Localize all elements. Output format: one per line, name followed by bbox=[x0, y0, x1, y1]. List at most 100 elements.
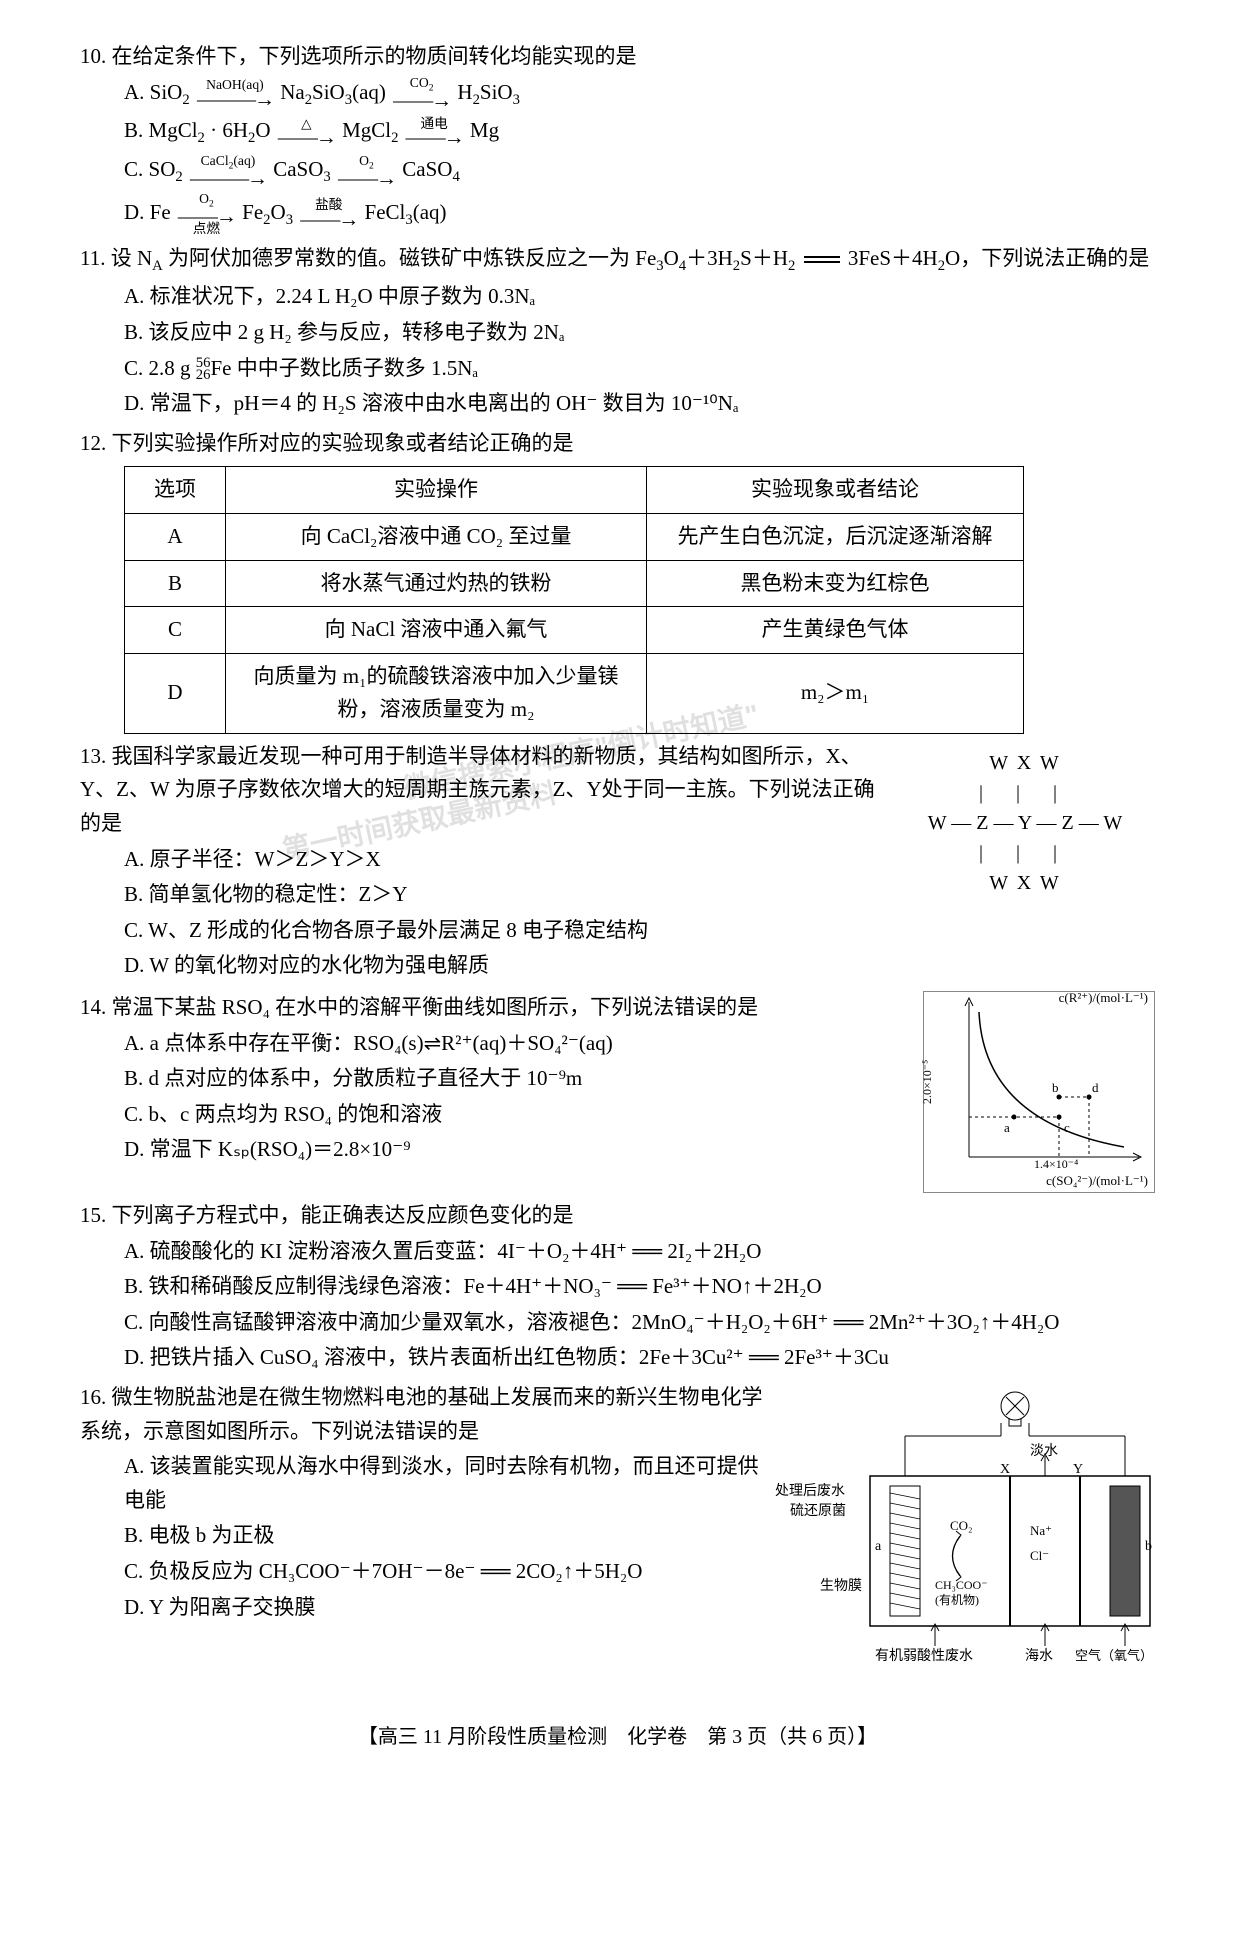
page-footer: 【高三 11 月阶段性质量检测 化学卷 第 3 页（共 6 页）】 bbox=[80, 1721, 1155, 1753]
label: A. bbox=[124, 80, 150, 104]
label: B. bbox=[124, 118, 149, 142]
label: C. bbox=[124, 157, 149, 181]
arrow1: NaOH(aq) ———→ bbox=[197, 78, 273, 110]
eq-arrow bbox=[804, 256, 840, 263]
lbl-x: X bbox=[1000, 1459, 1010, 1481]
lbl-organic: (有机物) bbox=[935, 1591, 979, 1610]
q15-D: D. 把铁片插入 CuSO₄ 溶液中，铁片表面析出红色物质：2Fe＋3Cu²⁺ … bbox=[124, 1341, 1155, 1375]
q13-stem: 我国科学家最近发现一种可用于制造半导体材料的新物质，其结构如图所示，X、Y、Z、… bbox=[80, 744, 875, 835]
q13-text: 13. 我国科学家最近发现一种可用于制造半导体材料的新物质，其结构如图所示，X、… bbox=[80, 740, 879, 985]
fig-row: | | | bbox=[895, 778, 1155, 808]
q11: 11. 设 NA 为阿伏加德罗常数的值。磁铁矿中炼铁反应之一为 Fe3O4＋3H… bbox=[80, 242, 1155, 421]
lbl-cl: Cl⁻ bbox=[1030, 1546, 1049, 1567]
table-row: D 向质量为 m₁的硫酸铁溶液中加入少量镁粉，溶液质量变为 m₂ m₂＞m₁ bbox=[125, 653, 1024, 733]
cell: 向质量为 m₁的硫酸铁溶液中加入少量镁粉，溶液质量变为 m₂ bbox=[226, 653, 647, 733]
arrow1: △ ——→ bbox=[278, 117, 335, 149]
cell: 黑色粉末变为红棕色 bbox=[647, 560, 1024, 607]
isotope: 5626 bbox=[196, 358, 211, 382]
q12-stem: 下列实验操作所对应的实验现象或者结论正确的是 bbox=[112, 431, 574, 455]
cell: 将水蒸气通过灼热的铁粉 bbox=[226, 560, 647, 607]
lbl-y: Y bbox=[1073, 1459, 1083, 1481]
s3s2: 3 bbox=[513, 92, 520, 108]
s3b: SiO bbox=[480, 80, 513, 104]
s2s1: 2 bbox=[305, 92, 312, 108]
col-result: 实验现象或者结论 bbox=[647, 467, 1024, 514]
q14-D: D. 常温下 Kₛₚ(RSO₄)＝2.8×10⁻⁹ bbox=[124, 1133, 913, 1167]
q16-A: A. 该装置能实现从海水中得到淡水，同时去除有机物，而且还可提供电能 bbox=[124, 1450, 765, 1517]
q12: 12. 下列实验操作所对应的实验现象或者结论正确的是 选项 实验操作 实验现象或… bbox=[80, 427, 1155, 734]
q11-B: B. 该反应中 2 g H₂ 参与反应，转移电子数为 2Nₐ bbox=[124, 316, 1155, 350]
q11-D: D. 常温下，pH＝4 的 H₂S 溶液中由水电离出的 OH⁻ 数目为 10⁻¹… bbox=[124, 387, 1155, 421]
q10-A: A. SiO2 NaOH(aq) ———→ Na2SiO3(aq) CO2 ——… bbox=[124, 76, 1155, 113]
arrow2: O2 ——→ bbox=[338, 154, 395, 189]
q15-A: A. 硫酸酸化的 KI 淀粉溶液久置后变蓝：4I⁻＋O₂＋4H⁺ ══ 2I₂＋… bbox=[124, 1235, 1155, 1269]
q14-B: B. d 点对应的体系中，分散质粒子直径大于 10⁻⁹m bbox=[124, 1062, 913, 1096]
s2b: SiO bbox=[312, 80, 345, 104]
table-row: B 将水蒸气通过灼热的铁粉 黑色粉末变为红棕色 bbox=[125, 560, 1024, 607]
q13: 13. 我国科学家最近发现一种可用于制造半导体材料的新物质，其结构如图所示，X、… bbox=[80, 740, 1155, 985]
q14-text: 14. 常温下某盐 RSO₄ 在水中的溶解平衡曲线如图所示，下列说法错误的是 A… bbox=[80, 991, 913, 1169]
s2s2: 3 bbox=[345, 92, 352, 108]
q15-opts: A. 硫酸酸化的 KI 淀粉溶液久置后变蓝：4I⁻＋O₂＋4H⁺ ══ 2I₂＋… bbox=[80, 1235, 1155, 1375]
cell: C bbox=[125, 607, 226, 654]
svg-text:b: b bbox=[1052, 1080, 1059, 1095]
s3a: H bbox=[457, 80, 472, 104]
cell: 向 NaCl 溶液中通入氟气 bbox=[226, 607, 647, 654]
svg-text:a: a bbox=[1004, 1120, 1010, 1135]
table-header-row: 选项 实验操作 实验现象或者结论 bbox=[125, 467, 1024, 514]
arrow-line: ———→ bbox=[197, 89, 273, 110]
arrow2: 盐酸 ——→ bbox=[300, 198, 357, 230]
arrow1: O2 ——→ 点燃 bbox=[178, 192, 235, 236]
lbl-a: a bbox=[875, 1536, 881, 1558]
fig-row: | | | bbox=[895, 838, 1155, 868]
q11-opts: A. 标准状况下，2.24 L H₂O 中原子数为 0.3Nₐ B. 该反应中 … bbox=[80, 280, 1155, 420]
arrow1: CaCl2(aq) ———→ bbox=[190, 154, 266, 189]
lbl-seawater: 海水 bbox=[1025, 1646, 1053, 1668]
cell: A bbox=[125, 513, 226, 560]
lbl-bacteria: 硫还原菌 bbox=[790, 1501, 846, 1523]
table-row: A 向 CaCl₂溶液中通 CO₂ 至过量 先产生白色沉淀，后沉淀逐渐溶解 bbox=[125, 513, 1024, 560]
cell: 产生黄绿色气体 bbox=[647, 607, 1024, 654]
arrow-line: ——→ bbox=[393, 90, 450, 111]
col-option: 选项 bbox=[125, 467, 226, 514]
q14-C: C. b、c 两点均为 RSO₄ 的饱和溶液 bbox=[124, 1098, 913, 1132]
lbl-na: Na⁺ bbox=[1030, 1521, 1052, 1542]
table-row: C 向 NaCl 溶液中通入氟气 产生黄绿色气体 bbox=[125, 607, 1024, 654]
svg-text:d: d bbox=[1092, 1080, 1099, 1095]
col-operation: 实验操作 bbox=[226, 467, 647, 514]
s3s1: 2 bbox=[473, 92, 480, 108]
lbl-waste: 有机弱酸性废水 bbox=[875, 1646, 973, 1668]
q15-C: C. 向酸性高锰酸钾溶液中滴加少量双氧水，溶液褪色：2MnO₄⁻＋H₂O₂＋6H… bbox=[124, 1306, 1155, 1340]
q10-C: C. SO2 CaCl2(aq) ———→ CaSO3 O2 ——→ CaSO4 bbox=[124, 153, 1155, 190]
q11-A: A. 标准状况下，2.24 L H₂O 中原子数为 0.3Nₐ bbox=[124, 280, 1155, 314]
q14-stem: 常温下某盐 RSO₄ 在水中的溶解平衡曲线如图所示，下列说法错误的是 bbox=[112, 995, 759, 1019]
q14-opts: A. a 点体系中存在平衡：RSO₄(s)⇌R²⁺(aq)＋SO₄²⁻(aq) … bbox=[80, 1027, 913, 1167]
q10-stem: 在给定条件下，下列选项所示的物质间转化均能实现的是 bbox=[112, 44, 637, 68]
lbl-biofilm: 生物膜 bbox=[820, 1576, 862, 1598]
q15-stem: 下列离子方程式中，能正确表达反应颜色变化的是 bbox=[112, 1203, 574, 1227]
s1a: MgCl bbox=[149, 118, 198, 142]
q10-D: D. Fe O2 ——→ 点燃 Fe2O3 盐酸 ——→ FeCl3(aq) bbox=[124, 192, 1155, 236]
cell: D bbox=[125, 653, 226, 733]
q14-num: 14. bbox=[80, 995, 106, 1019]
q13-D: D. W 的氧化物对应的水化物为强电解质 bbox=[124, 949, 879, 983]
ylabel: c(R²⁺)/(mol·L⁻¹) bbox=[1059, 988, 1148, 1009]
q10-num: 10. bbox=[80, 44, 106, 68]
q11-num: 11. bbox=[80, 246, 105, 270]
arrow2: 通电 ——→ bbox=[406, 117, 463, 149]
q16-num: 16. bbox=[80, 1385, 106, 1409]
cell: B bbox=[125, 560, 226, 607]
lbl-freshwater: 淡水 bbox=[1030, 1441, 1058, 1463]
q14: 14. 常温下某盐 RSO₄ 在水中的溶解平衡曲线如图所示，下列说法错误的是 A… bbox=[80, 991, 1155, 1193]
xlabel: c(SO₄²⁻)/(mol·L⁻¹) bbox=[1046, 1171, 1148, 1192]
q16-device-diagram: 淡水 处理后废水 硫还原菌 a CO₂ Na⁺ Cl⁻ CH₃COO⁻ (有机物… bbox=[775, 1381, 1155, 1671]
ytick: 2.0×10⁻⁵ bbox=[918, 1060, 937, 1104]
q16-opts: A. 该装置能实现从海水中得到淡水，同时去除有机物，而且还可提供电能 B. 电极… bbox=[80, 1450, 765, 1624]
q13-num: 13. bbox=[80, 744, 106, 768]
q14-curve-chart: a b c d c(R²⁺)/(mol·L⁻¹) 2.0×10⁻⁵ 1.4×10… bbox=[923, 991, 1155, 1193]
q13-opts: A. 原子半径：W＞Z＞Y＞X B. 简单氢化物的稳定性：Z＞Y C. W、Z … bbox=[80, 843, 879, 983]
q13-structure-diagram: W X W | | | W — Z — Y — Z — W | | | W X … bbox=[895, 740, 1155, 898]
q12-table: 选项 实验操作 实验现象或者结论 A 向 CaCl₂溶液中通 CO₂ 至过量 先… bbox=[124, 466, 1024, 734]
s1: SiO bbox=[150, 80, 183, 104]
q16-B: B. 电极 b 为正极 bbox=[124, 1519, 765, 1553]
